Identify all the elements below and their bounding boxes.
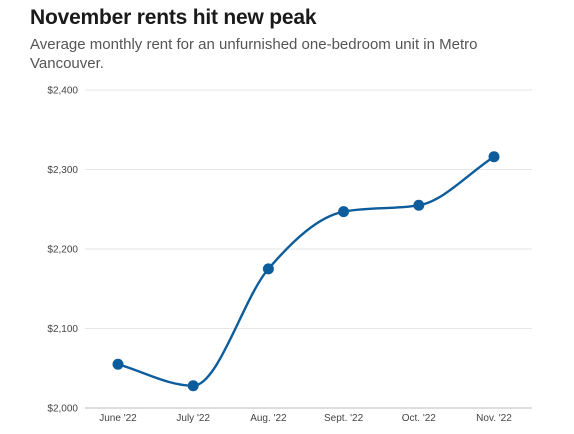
y-tick-label: $2,100: [47, 324, 78, 335]
x-tick-label: July '22: [176, 413, 210, 424]
x-tick-label: June '22: [99, 413, 137, 424]
x-axis-ticks: June '22 July '22 Aug. '22 Sept. '22 Oct. '2…: [99, 413, 512, 424]
gridlines: [85, 89, 532, 409]
y-tick-label: $2,200: [47, 245, 78, 256]
data-point[interactable]: [262, 263, 274, 275]
data-point[interactable]: [488, 151, 500, 163]
x-tick-label: Sept. '22: [324, 413, 364, 424]
data-point[interactable]: [112, 358, 124, 370]
chart-subtitle: Average monthly rent for an unfurnished …: [30, 36, 478, 72]
data-point[interactable]: [338, 206, 350, 218]
x-tick-label: Aug. '22: [250, 413, 287, 424]
x-tick-label: Oct. '22: [402, 413, 437, 424]
x-tick-label: Nov. '22: [476, 413, 512, 424]
y-tick-label: $2,000: [47, 404, 78, 415]
data-points: [112, 151, 500, 392]
series-line: [117, 155, 495, 387]
data-point[interactable]: [187, 380, 199, 392]
y-tick-label: $2,300: [47, 165, 78, 176]
y-axis-ticks: $2,000 $2,100 $2,200 $2,300 $2,400: [47, 86, 78, 415]
data-point[interactable]: [413, 199, 425, 211]
y-tick-label: $2,400: [47, 86, 78, 97]
chart-title: November rents hit new peak: [30, 6, 317, 29]
